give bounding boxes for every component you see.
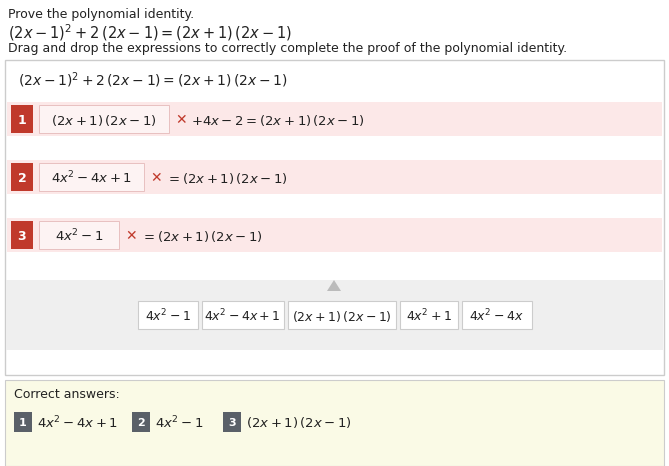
Text: $4x^2-1$: $4x^2-1$ xyxy=(145,308,191,324)
Text: $4x^2-4x+1$: $4x^2-4x+1$ xyxy=(51,170,132,186)
Bar xyxy=(39,163,144,191)
Bar xyxy=(14,412,32,432)
Polygon shape xyxy=(327,280,341,291)
Bar xyxy=(132,412,150,432)
Text: $4x^2+1$: $4x^2+1$ xyxy=(405,308,452,324)
Text: Drag and drop the expressions to correctly complete the proof of the polynomial : Drag and drop the expressions to correct… xyxy=(8,42,567,55)
Text: $(2x-1)^2+2\,(2x-1)=(2x+1)\,(2x-1)$: $(2x-1)^2+2\,(2x-1)=(2x+1)\,(2x-1)$ xyxy=(18,70,288,89)
Text: $4x^2-1$: $4x^2-1$ xyxy=(55,228,103,244)
Text: 3: 3 xyxy=(17,229,26,242)
Text: $+4x-2=(2x+1)\,(2x-1)$: $+4x-2=(2x+1)\,(2x-1)$ xyxy=(191,112,365,128)
Text: $(2x-1)^2+2\,(2x-1)=(2x+1)\,(2x-1)$: $(2x-1)^2+2\,(2x-1)=(2x+1)\,(2x-1)$ xyxy=(8,22,292,43)
Bar xyxy=(201,301,284,329)
Bar xyxy=(6,280,663,350)
Text: $=(2x+1)\,(2x-1)$: $=(2x+1)\,(2x-1)$ xyxy=(166,171,288,185)
Text: $(2x+1)\,(2x-1)$: $(2x+1)\,(2x-1)$ xyxy=(292,308,391,323)
Bar xyxy=(5,380,664,466)
Bar xyxy=(223,412,241,432)
Text: 2: 2 xyxy=(17,171,26,185)
Bar xyxy=(138,301,197,329)
Text: Correct answers:: Correct answers: xyxy=(14,388,120,401)
Bar xyxy=(5,60,664,375)
Text: $=(2x+1)\,(2x-1)$: $=(2x+1)\,(2x-1)$ xyxy=(141,228,263,244)
Text: $4x^2-1$: $4x^2-1$ xyxy=(155,415,203,432)
Text: ✕: ✕ xyxy=(175,113,187,127)
Bar xyxy=(39,105,169,133)
Bar xyxy=(11,105,33,133)
Bar xyxy=(11,221,33,249)
Text: 1: 1 xyxy=(17,114,26,126)
Text: $(2x+1)\,(2x-1)$: $(2x+1)\,(2x-1)$ xyxy=(246,416,352,431)
Bar xyxy=(399,301,458,329)
Text: 1: 1 xyxy=(19,418,27,428)
Text: ✕: ✕ xyxy=(125,229,136,243)
Text: $4x^2-4x$: $4x^2-4x$ xyxy=(469,308,524,324)
Bar xyxy=(288,301,395,329)
Bar xyxy=(7,218,662,252)
Text: $(2x+1)\,(2x-1)$: $(2x+1)\,(2x-1)$ xyxy=(52,112,157,128)
Text: 2: 2 xyxy=(137,418,145,428)
Bar xyxy=(11,163,33,191)
Bar xyxy=(7,102,662,136)
Text: ✕: ✕ xyxy=(150,171,162,185)
Text: $4x^2-4x+1$: $4x^2-4x+1$ xyxy=(204,308,281,324)
Bar xyxy=(462,301,531,329)
Text: $4x^2-4x+1$: $4x^2-4x+1$ xyxy=(37,415,118,432)
Bar xyxy=(7,160,662,194)
Text: 3: 3 xyxy=(228,418,235,428)
Text: Prove the polynomial identity.: Prove the polynomial identity. xyxy=(8,8,194,21)
Bar xyxy=(39,221,119,249)
